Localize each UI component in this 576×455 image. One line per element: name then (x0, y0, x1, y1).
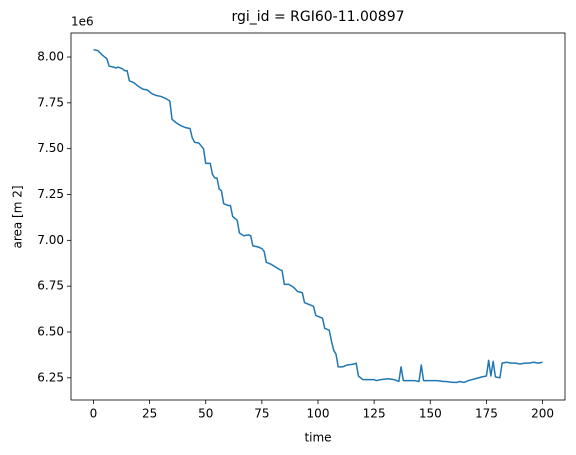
axes-frame (70, 32, 566, 401)
y-tick-label: 7.50 (37, 141, 64, 155)
y-offset-label: 1e6 (71, 15, 94, 29)
line (93, 48, 543, 384)
x-tick-label: 150 (419, 407, 442, 421)
x-tick-label: 125 (363, 407, 386, 421)
x-tick-label: 0 (90, 407, 98, 421)
y-tick-label: 7.25 (37, 187, 64, 201)
x-axis-label: time (304, 431, 331, 445)
x-tick-label: 175 (475, 407, 498, 421)
y-tick-label: 6.75 (37, 279, 64, 293)
x-tick-label: 100 (307, 407, 330, 421)
x-tick-label: 75 (254, 407, 269, 421)
y-tick-label: 6.50 (37, 324, 64, 338)
y-axis-label: area [m 2] (11, 185, 25, 248)
y-tick-label: 7.75 (37, 95, 64, 109)
chart-title: rgi_id = RGI60-11.00897 (231, 9, 404, 25)
x-tick-label: 25 (142, 407, 157, 421)
x-tick-label: 50 (198, 407, 213, 421)
y-tick-label: 7.00 (37, 233, 64, 247)
x-tick-label: 200 (531, 407, 554, 421)
y-tick-label: 8.00 (37, 50, 64, 64)
y-tick-label: 6.25 (37, 370, 64, 384)
